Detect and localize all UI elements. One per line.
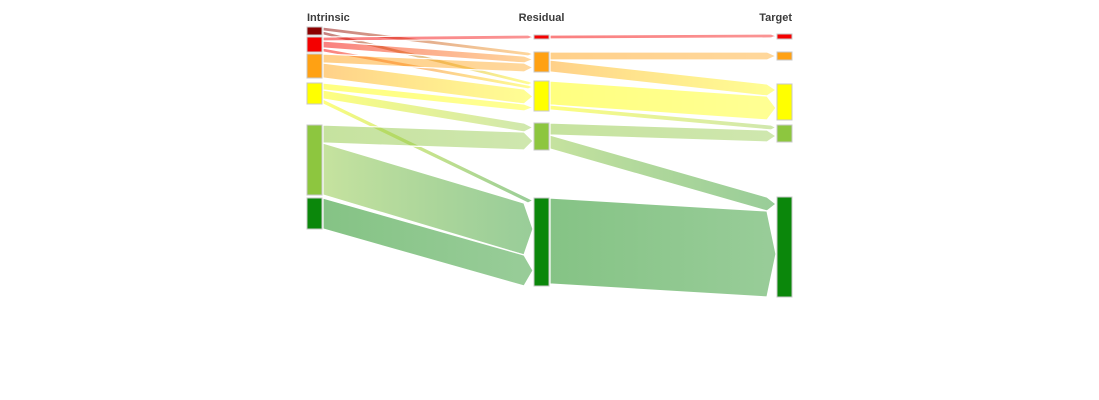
sankey-link-int-F--res-F[interactable] <box>322 34 534 42</box>
sankey-node-res-B[interactable] <box>533 197 550 287</box>
column-label-target: Target <box>759 12 792 24</box>
sankey-node-int-F[interactable] <box>306 36 323 53</box>
sankey-node-tgt-C[interactable] <box>776 124 793 143</box>
sankey-link-res-E--tgt-D[interactable] <box>549 59 777 97</box>
sankey-link-int-B--res-B[interactable] <box>322 197 534 287</box>
sankey-node-int-D[interactable] <box>306 82 323 105</box>
sankey-link-res-C--tgt-B[interactable] <box>549 134 777 212</box>
column-label-intrinsic: Intrinsic <box>307 12 350 24</box>
sankey-node-tgt-B[interactable] <box>776 196 793 298</box>
sankey-node-int-B[interactable] <box>306 197 323 230</box>
sankey-link-res-C--tgt-C[interactable] <box>549 122 777 143</box>
sankey-link-int-G--res-E[interactable] <box>322 26 534 57</box>
sankey-node-tgt-E[interactable] <box>776 51 793 61</box>
sankey-link-res-B--tgt-B[interactable] <box>549 197 777 298</box>
sankey-link-res-D--tgt-D[interactable] <box>549 80 777 121</box>
sankey-node-res-E[interactable] <box>533 51 550 73</box>
sankey-link-res-F--tgt-F[interactable] <box>549 33 777 40</box>
sankey-node-res-F[interactable] <box>533 34 550 40</box>
sankey-link-int-C--res-C[interactable] <box>322 124 534 151</box>
column-label-residual: Residual <box>519 12 565 24</box>
sankey-node-tgt-F[interactable] <box>776 33 793 40</box>
sankey-link-int-E--res-E[interactable] <box>322 53 534 73</box>
sankey-link-res-D--tgt-C[interactable] <box>549 104 777 131</box>
sankey-link-int-D--res-D[interactable] <box>322 82 534 112</box>
sankey-link-int-D--res-C[interactable] <box>322 89 534 133</box>
sankey-node-int-G[interactable] <box>306 26 323 36</box>
sankey-link-int-C--res-B[interactable] <box>322 142 534 256</box>
sankey-node-int-C[interactable] <box>306 124 323 196</box>
link-layer <box>322 26 777 298</box>
sankey-link-int-E--res-D[interactable] <box>322 62 534 105</box>
sankey-link-int-F--res-E[interactable] <box>322 40 534 64</box>
sankey-node-tgt-D[interactable] <box>776 83 793 121</box>
sankey-node-res-D[interactable] <box>533 80 550 112</box>
sankey-node-res-C[interactable] <box>533 122 550 151</box>
sankey-node-int-E[interactable] <box>306 53 323 79</box>
label-layer: Intrinsic Residual Target <box>307 12 792 24</box>
sankey-link-res-E--tgt-E[interactable] <box>549 51 777 61</box>
sankey-link-int-D--res-B[interactable] <box>322 98 534 204</box>
node-layer <box>306 26 793 298</box>
